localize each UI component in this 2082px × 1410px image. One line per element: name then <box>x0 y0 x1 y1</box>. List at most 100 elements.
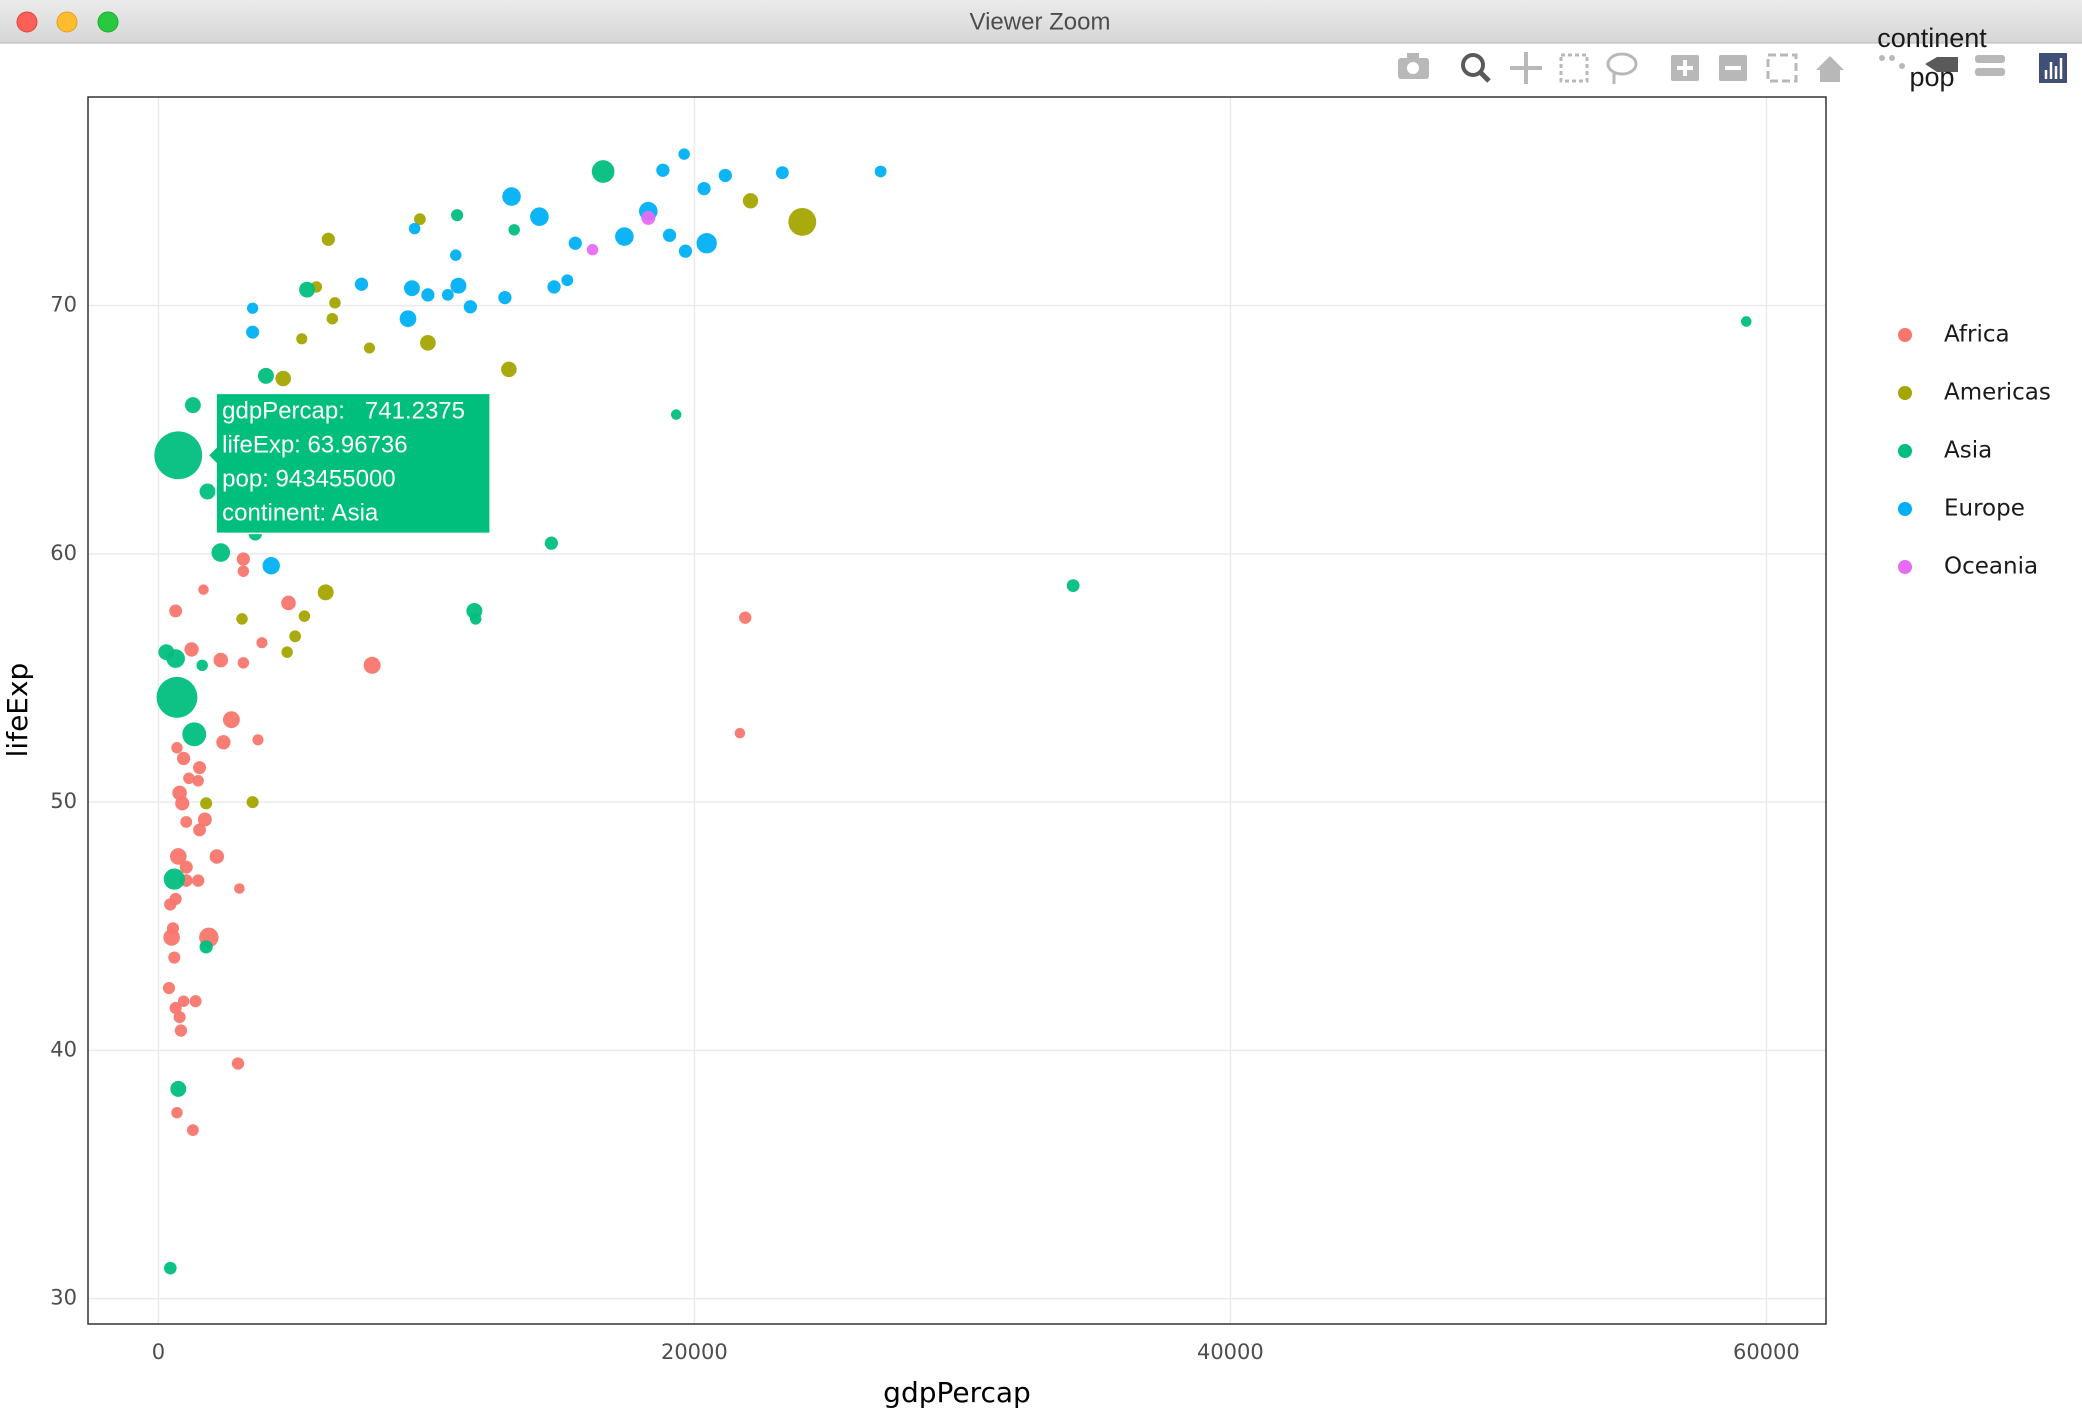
bubble[interactable] <box>193 761 207 775</box>
bubble[interactable] <box>182 722 207 747</box>
bubble[interactable] <box>299 281 316 298</box>
legend-label[interactable]: Asia <box>1944 438 1992 464</box>
bubble[interactable] <box>739 611 752 624</box>
bubble[interactable] <box>420 334 436 351</box>
bubble[interactable] <box>568 236 582 250</box>
bubble[interactable] <box>175 796 190 811</box>
bubble[interactable] <box>156 676 198 718</box>
camera-icon[interactable] <box>1398 53 1429 79</box>
bubble[interactable] <box>403 280 420 297</box>
bubble[interactable] <box>154 431 203 480</box>
bubble[interactable] <box>586 243 599 256</box>
zoom-out-icon[interactable] <box>1719 55 1747 81</box>
bubble[interactable] <box>170 1080 187 1097</box>
bubble[interactable] <box>169 1001 182 1014</box>
bubble[interactable] <box>615 227 634 246</box>
bubble[interactable] <box>180 816 193 828</box>
plotly-logo[interactable] <box>2039 53 2067 83</box>
bubble[interactable] <box>469 613 482 625</box>
bubble[interactable] <box>186 1124 199 1136</box>
legend-label[interactable]: Europe <box>1944 496 2025 522</box>
bubble[interactable] <box>237 657 250 669</box>
bubble[interactable] <box>162 982 176 995</box>
bubble[interactable] <box>262 557 280 575</box>
bubble[interactable] <box>874 165 887 178</box>
legend-label[interactable]: Americas <box>1944 380 2051 406</box>
zoom-button[interactable] <box>97 11 119 33</box>
bubble[interactable] <box>414 213 426 226</box>
pan-icon[interactable] <box>1510 52 1542 84</box>
bubble[interactable] <box>463 300 478 314</box>
bubble[interactable] <box>450 277 467 294</box>
bubble[interactable] <box>166 649 185 668</box>
bubble[interactable] <box>498 290 512 305</box>
bubble[interactable] <box>275 370 291 387</box>
bubble[interactable] <box>246 302 259 314</box>
bubble[interactable] <box>176 751 191 766</box>
box-select-icon[interactable] <box>1559 53 1589 83</box>
bubble[interactable] <box>544 536 559 550</box>
bubble[interactable] <box>451 209 464 222</box>
bubble[interactable] <box>298 610 311 622</box>
autoscale-icon[interactable] <box>1766 53 1798 83</box>
bubble[interactable] <box>399 310 417 328</box>
bubble[interactable] <box>197 812 212 827</box>
bubble[interactable] <box>697 181 711 196</box>
bubble[interactable] <box>177 995 190 1007</box>
bubble[interactable] <box>718 168 732 183</box>
bubble[interactable] <box>502 187 521 206</box>
bubble[interactable] <box>257 367 274 384</box>
minimize-button[interactable] <box>56 11 78 33</box>
bubble[interactable] <box>696 233 717 254</box>
bubble[interactable] <box>198 584 209 595</box>
bubble[interactable] <box>168 951 181 964</box>
bubble[interactable] <box>678 244 693 258</box>
bubble[interactable] <box>408 222 421 235</box>
zoom-in-icon[interactable] <box>1671 55 1699 81</box>
bubble[interactable] <box>193 823 206 837</box>
bubble[interactable] <box>174 1024 188 1037</box>
lasso-icon[interactable] <box>1606 52 1638 84</box>
bubble[interactable] <box>256 637 268 649</box>
bubble[interactable] <box>216 735 231 750</box>
bubble[interactable] <box>317 584 334 601</box>
bubble[interactable] <box>1740 316 1752 327</box>
bubble[interactable] <box>164 1261 177 1275</box>
bubble[interactable] <box>656 163 670 177</box>
bubble[interactable] <box>211 543 231 562</box>
bubble[interactable] <box>501 361 517 378</box>
bubble[interactable] <box>296 333 308 345</box>
bubble[interactable] <box>163 868 185 890</box>
bubble[interactable] <box>641 210 656 225</box>
bubble[interactable] <box>441 288 454 301</box>
bubble[interactable] <box>163 929 180 946</box>
bubble[interactable] <box>171 742 183 754</box>
bubble[interactable] <box>670 409 682 420</box>
bubble[interactable] <box>547 280 561 294</box>
bubble[interactable] <box>196 659 208 672</box>
bubble[interactable] <box>421 288 435 302</box>
bubble[interactable] <box>183 772 195 785</box>
bubble[interactable] <box>246 796 259 809</box>
bubble[interactable] <box>236 613 248 625</box>
bubble[interactable] <box>199 940 213 954</box>
bubble[interactable] <box>237 565 250 577</box>
bubble[interactable] <box>236 552 250 566</box>
bubble[interactable] <box>213 652 229 668</box>
bubble[interactable] <box>662 228 677 242</box>
legend-label[interactable]: Africa <box>1944 322 2010 348</box>
bubble[interactable] <box>289 630 302 643</box>
bubble[interactable] <box>192 874 205 887</box>
bubble[interactable] <box>1066 579 1080 593</box>
bubble[interactable] <box>199 483 216 500</box>
bubble[interactable] <box>508 224 520 236</box>
bubble[interactable] <box>281 646 293 658</box>
bubble[interactable] <box>234 883 245 894</box>
bubble[interactable] <box>788 207 817 236</box>
bubble[interactable] <box>231 1057 245 1070</box>
bubble[interactable] <box>246 325 260 339</box>
bubble[interactable] <box>164 898 177 911</box>
hover-closest-icon[interactable] <box>1925 57 1958 72</box>
bubble[interactable] <box>184 397 201 414</box>
bubble[interactable] <box>222 711 240 729</box>
